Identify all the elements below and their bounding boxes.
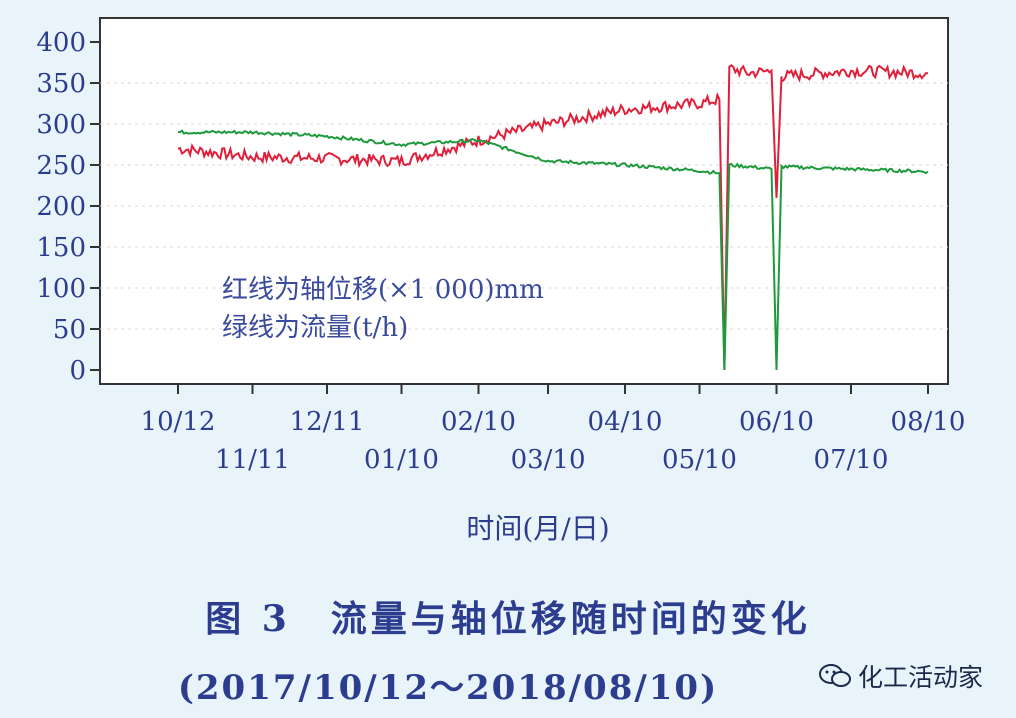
grid — [100, 82, 948, 330]
figure-caption-title: 图 3 流量与轴位移随时间的变化 — [205, 598, 811, 640]
y-tick-label: 350 — [36, 69, 86, 99]
x-tick-label: 02/10 — [441, 407, 516, 437]
series-layer — [177, 64, 929, 371]
series-red-line — [177, 64, 929, 371]
y-axis: 0 50 100 150 200 250 300 350 400 — [36, 28, 100, 386]
y-tick-label: 400 — [36, 28, 86, 58]
y-tick-label: 100 — [36, 274, 86, 304]
brand-watermark: 化工活动家 — [818, 658, 983, 694]
x-axis-label: 时间(月/日) — [466, 512, 609, 545]
x-tick-label: 04/10 — [588, 407, 663, 437]
wechat-icon — [819, 664, 851, 687]
y-tick-label: 150 — [36, 233, 86, 263]
y-tick-label: 0 — [69, 356, 86, 386]
figure-caption-range: (2017/10/12～2018/08/10) — [177, 668, 719, 708]
x-tick-label: 01/10 — [364, 445, 439, 475]
brand-name: 化工活动家 — [858, 663, 984, 692]
plot-area — [99, 17, 949, 385]
y-tick-label: 50 — [53, 315, 86, 345]
series-green-line — [178, 129, 929, 371]
legend-item-green: 绿线为流量(t/h) — [222, 313, 408, 343]
legend-item-red: 红线为轴位移(×1 000)mm — [222, 275, 544, 305]
x-tick-label: 03/10 — [511, 445, 586, 475]
x-tick-label: 11/11 — [215, 445, 290, 475]
x-tick-label: 12/11 — [290, 407, 365, 437]
chart: 0 50 100 150 200 250 300 350 400 10/12 12/11 02/10… — [36, 17, 966, 545]
x-tick-label: 07/10 — [814, 445, 889, 475]
y-tick-label: 250 — [36, 151, 86, 181]
x-tick-label: 06/10 — [739, 407, 814, 437]
y-tick-label: 200 — [36, 192, 86, 222]
x-tick-label: 08/10 — [891, 407, 966, 437]
x-tick-label: 05/10 — [662, 445, 737, 475]
y-tick-label: 300 — [36, 110, 86, 140]
x-axis: 10/12 12/11 02/10 04/10 06/10 08/10 11/11 01/10… — [141, 384, 966, 475]
x-tick-label: 10/12 — [141, 407, 216, 437]
